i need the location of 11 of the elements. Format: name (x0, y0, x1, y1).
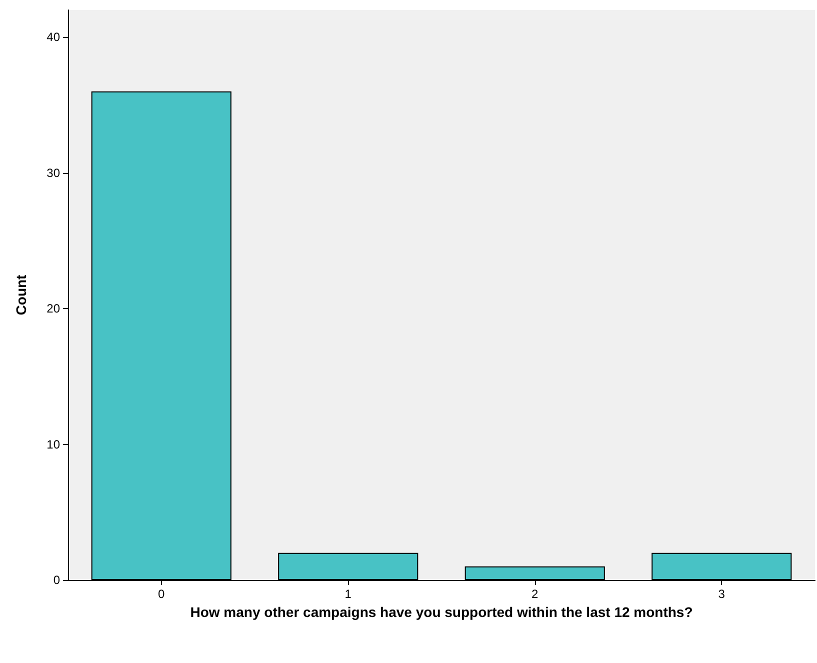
x-tick-label: 3 (718, 587, 726, 601)
y-tick-label: 30 (46, 166, 60, 180)
x-tick-label: 0 (158, 587, 166, 601)
y-tick-label: 40 (46, 30, 60, 44)
x-axis-title: How many other campaigns have you supported within the last 12 months? (190, 604, 693, 620)
x-tick-label: 1 (344, 587, 352, 601)
y-axis-title: Count (13, 274, 29, 316)
y-tick-label: 0 (53, 573, 60, 587)
x-tick-label: 2 (532, 587, 539, 601)
y-tick-label: 10 (46, 437, 60, 452)
y-tick-label: 20 (46, 302, 60, 316)
